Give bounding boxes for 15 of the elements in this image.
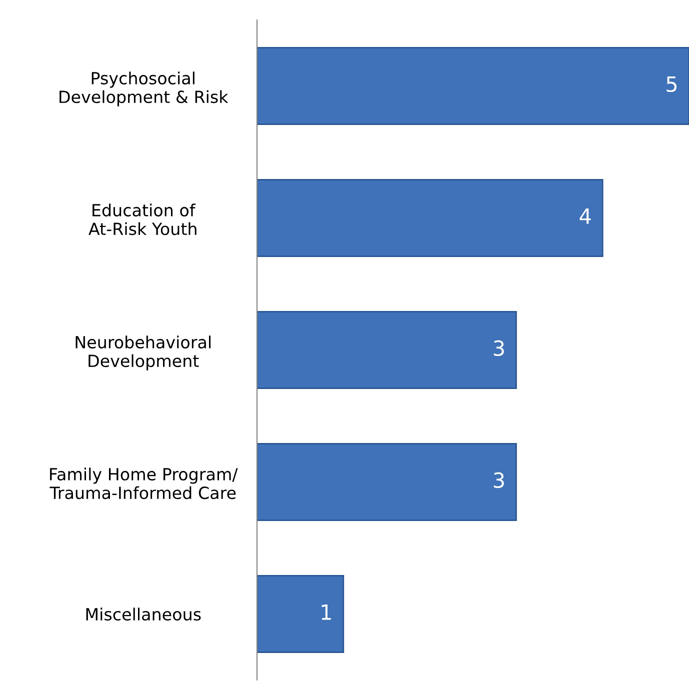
data-label: 5: [666, 76, 677, 92]
bar: [257, 311, 517, 389]
y-tick-label: Education of At-Risk Youth: [88, 204, 196, 236]
bar: [257, 443, 517, 521]
y-tick-label: Family Home Program/ Trauma-Informed Care: [50, 468, 238, 500]
bar: [257, 47, 689, 125]
bar: [257, 179, 604, 257]
data-label: 1: [322, 604, 331, 620]
bar: [257, 575, 344, 653]
data-label: 4: [580, 208, 591, 224]
y-tick-label: Psychosocial Development & Risk: [60, 72, 228, 106]
data-label: 3: [494, 472, 504, 488]
y-tick-label: Neurobehavioral Development: [76, 336, 211, 370]
data-label: 3: [494, 340, 504, 356]
y-tick-label: Miscellaneous: [86, 608, 201, 621]
